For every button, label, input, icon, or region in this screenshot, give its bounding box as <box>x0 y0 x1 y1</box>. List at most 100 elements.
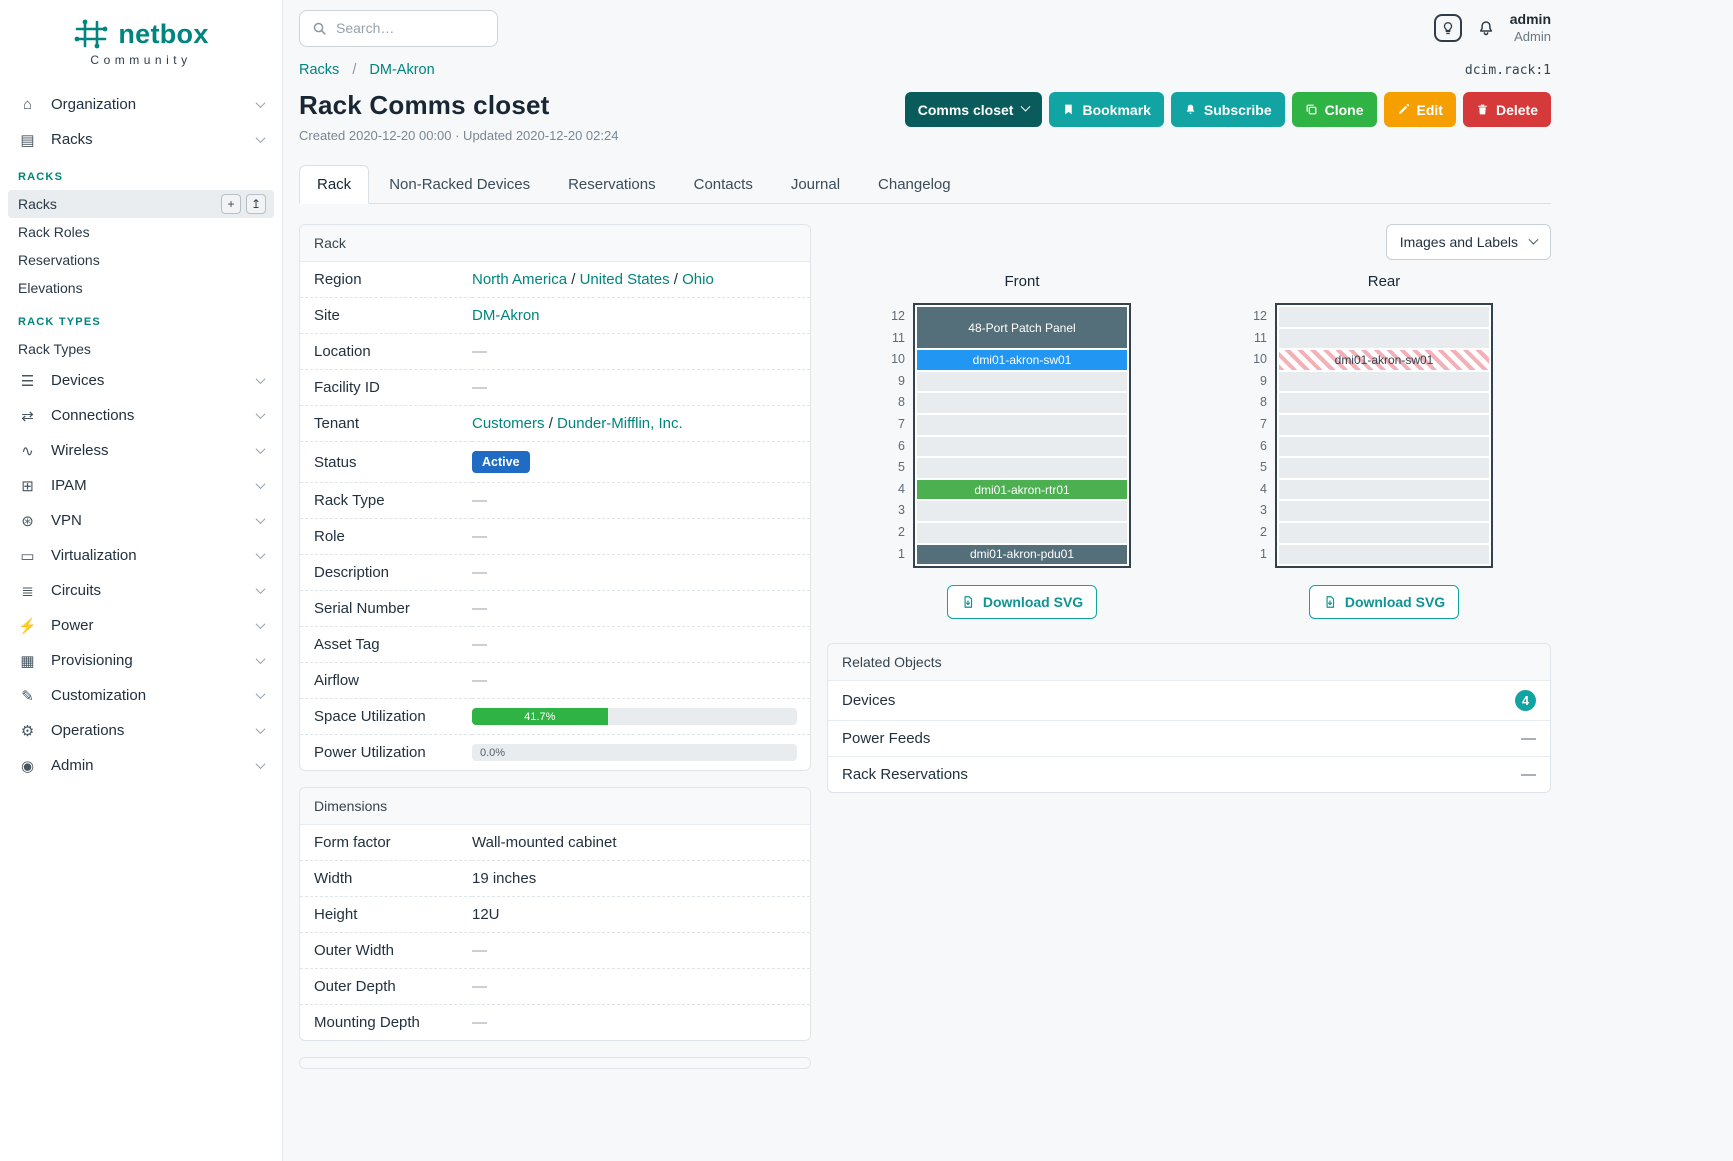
rack-unit-empty[interactable] <box>1279 328 1489 349</box>
sidebar-item-racks[interactable]: ▤ Racks <box>0 122 282 157</box>
unit-number: 12 <box>1253 309 1267 323</box>
chevron-down-icon <box>255 689 266 700</box>
rack-unit-device[interactable]: dmi01-akron-pdu01 <box>917 544 1127 565</box>
download-svg-rear-button[interactable]: Download SVG <box>1308 585 1460 620</box>
progress-fill: 41.7% <box>472 708 608 725</box>
sidebar-item-organization[interactable]: ⌂ Organization <box>0 87 282 122</box>
rack-unit-empty[interactable] <box>1279 479 1489 500</box>
table-row: Form factor Wall-mounted cabinet <box>300 825 810 861</box>
rack-unit-empty[interactable] <box>1279 307 1489 327</box>
table-row: Location — <box>300 333 810 370</box>
rack-unit-empty[interactable] <box>917 458 1127 478</box>
pencil-icon <box>1398 104 1409 114</box>
main-area: admin Admin Racks / DM-Akron dcim.rack:1… <box>283 0 1733 1161</box>
rack-unit-empty[interactable] <box>1279 393 1489 413</box>
link-dm-akron[interactable]: DM-Akron <box>472 307 540 324</box>
images-labels-select[interactable]: Images and Labels <box>1385 224 1551 260</box>
search-input[interactable] <box>336 20 485 36</box>
rack-unit-empty[interactable] <box>1279 522 1489 543</box>
tab-reservations[interactable]: Reservations <box>568 176 656 193</box>
sidebar-item-vpn[interactable]: ⊛ VPN <box>0 503 282 538</box>
tab-journal[interactable]: Journal <box>790 176 841 193</box>
rack-unit-empty[interactable] <box>1279 414 1489 435</box>
rack-unit-empty[interactable] <box>917 501 1127 521</box>
sidebar-item-devices[interactable]: ☰ Devices <box>0 363 282 398</box>
rack-unit-empty[interactable] <box>917 436 1127 457</box>
bookmark-label: Bookmark <box>1082 101 1151 118</box>
rack-unit-empty[interactable] <box>917 371 1127 392</box>
sidebar-item-circuits[interactable]: ≣ Circuits <box>0 573 282 608</box>
rack-unit-device[interactable]: 48-Port Patch Panel <box>917 307 1127 349</box>
sidebar-item-rack-types[interactable]: Rack Types <box>8 335 274 363</box>
table-row: Width 19 inches <box>300 860 810 897</box>
link-ohio[interactable]: Ohio <box>682 271 714 288</box>
search-box[interactable] <box>299 9 498 47</box>
link-dunder-mifflin-inc[interactable]: Dunder-Mifflin, Inc. <box>557 415 683 432</box>
sidebar-item-wireless[interactable]: ∿ Wireless <box>0 433 282 468</box>
rack-unit-device[interactable]: dmi01-akron-sw01 <box>1279 350 1489 370</box>
tab-non-racked-devices[interactable]: Non-Racked Devices <box>389 176 531 193</box>
topbar: admin Admin <box>299 0 1551 56</box>
link-united-states[interactable]: United States <box>579 271 670 288</box>
add-button[interactable]: + <box>221 194 241 214</box>
row-value: 41.7% <box>472 698 810 735</box>
breadcrumb-racks[interactable]: Racks <box>299 62 340 78</box>
rack-unit-empty[interactable] <box>1279 458 1489 478</box>
sidebar-item-virtualization[interactable]: ▭ Virtualization <box>0 538 282 573</box>
breadcrumb-site[interactable]: DM-Akron <box>369 62 435 78</box>
brand[interactable]: netbox Community <box>0 12 282 69</box>
notifications-bell-icon[interactable] <box>1477 19 1495 37</box>
rack-unit-empty[interactable] <box>1279 544 1489 565</box>
rack-unit-empty[interactable] <box>917 393 1127 413</box>
sidebar-item-connections[interactable]: ⇄ Connections <box>0 398 282 433</box>
related-row-power-feeds[interactable]: Power Feeds — <box>828 721 1550 758</box>
search-icon <box>313 22 326 35</box>
tab-contacts[interactable]: Contacts <box>693 176 753 193</box>
bookmark-button[interactable]: Bookmark <box>1049 92 1164 127</box>
rack-unit-empty[interactable] <box>1279 436 1489 457</box>
rack-unit-empty[interactable] <box>1279 371 1489 392</box>
clone-button[interactable]: Clone <box>1291 92 1377 127</box>
table-row: Mounting Depth — <box>300 1004 810 1040</box>
rack-context-dropdown[interactable]: Comms closet <box>904 92 1043 127</box>
row-label: Role <box>300 518 472 555</box>
sidebar-item-power[interactable]: ⚡ Power <box>0 608 282 643</box>
empty-value: — <box>472 942 487 959</box>
sidebar-item-racks[interactable]: Racks + ↥ <box>8 190 274 218</box>
sidebar-item-provisioning[interactable]: ▦ Provisioning <box>0 643 282 678</box>
sidebar-section-rack-types: RACK TYPES <box>18 316 101 328</box>
row-value: 19 inches <box>472 860 810 897</box>
tab-changelog[interactable]: Changelog <box>878 176 951 193</box>
wireless-icon: ∿ <box>21 442 34 460</box>
rack-unit-empty[interactable] <box>1279 501 1489 521</box>
link-customers[interactable]: Customers <box>472 415 545 432</box>
rack-unit-device[interactable]: dmi01-akron-rtr01 <box>917 479 1127 500</box>
sidebar-item-admin[interactable]: ◉ Admin <box>0 748 282 783</box>
row-label: Airflow <box>300 662 472 699</box>
rack-unit-device[interactable]: dmi01-akron-sw01 <box>917 350 1127 370</box>
sidebar-item-elevations[interactable]: Elevations <box>8 274 274 302</box>
subscribe-button[interactable]: Subscribe <box>1170 92 1285 127</box>
breadcrumb: Racks / DM-Akron <box>299 62 435 78</box>
sidebar-item-customization[interactable]: ✎ Customization <box>0 678 282 713</box>
theme-toggle-button[interactable] <box>1433 14 1462 42</box>
delete-button[interactable]: Delete <box>1462 92 1551 127</box>
row-label: Outer Width <box>300 932 472 969</box>
related-row-devices[interactable]: Devices 4 <box>828 681 1550 722</box>
sidebar-item-operations[interactable]: ⚙ Operations <box>0 713 282 748</box>
rack-unit-empty[interactable] <box>917 522 1127 543</box>
sidebar-item-reservations[interactable]: Reservations <box>8 246 274 274</box>
download-svg-front-button[interactable]: Download SVG <box>946 585 1098 620</box>
edit-button[interactable]: Edit <box>1383 92 1456 127</box>
tab-rack[interactable]: Rack <box>299 165 370 204</box>
user-menu[interactable]: admin Admin <box>1510 11 1551 45</box>
related-row-rack-reservations[interactable]: Rack Reservations — <box>828 757 1550 792</box>
sidebar-item-ipam[interactable]: ⊞ IPAM <box>0 468 282 503</box>
link-north-america[interactable]: North America <box>472 271 568 288</box>
import-button[interactable]: ↥ <box>246 194 266 214</box>
rack-unit-empty[interactable] <box>917 414 1127 435</box>
subscribe-label: Subscribe <box>1203 101 1272 118</box>
user-name: admin <box>1509 11 1551 28</box>
sidebar-item-rack-roles[interactable]: Rack Roles <box>8 218 274 246</box>
